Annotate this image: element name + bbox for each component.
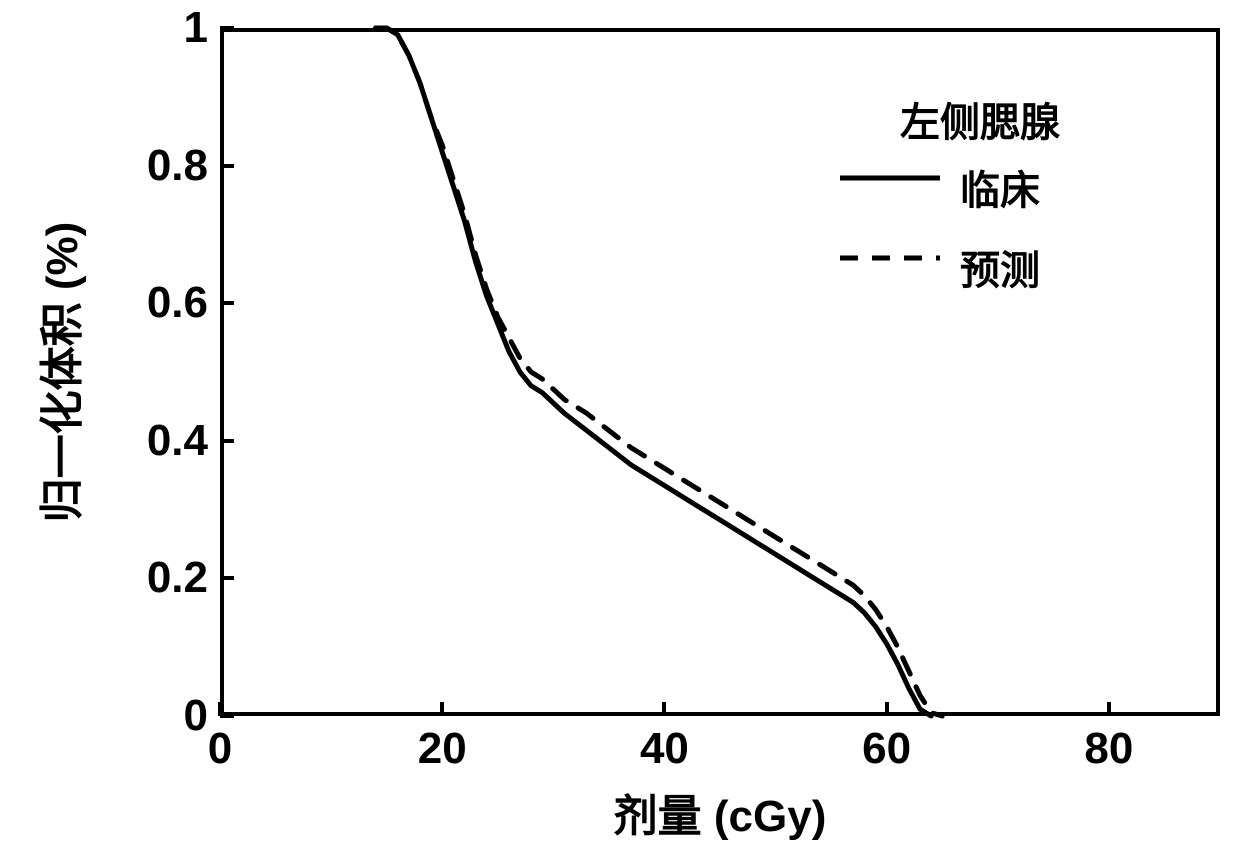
y-tick-label: 0.4 xyxy=(147,416,208,466)
y-tick-label: 0 xyxy=(184,691,208,741)
x-tick xyxy=(1107,702,1111,716)
y-tick xyxy=(220,439,234,443)
x-tick-label: 80 xyxy=(1084,724,1133,774)
clinical-curve xyxy=(376,28,932,716)
x-tick-label: 40 xyxy=(640,724,689,774)
y-tick-label: 0.6 xyxy=(147,278,208,328)
y-tick xyxy=(220,714,234,718)
x-tick xyxy=(662,702,666,716)
x-tick-label: 0 xyxy=(208,724,232,774)
x-tick xyxy=(440,702,444,716)
x-axis-label: 剂量 (cGy) xyxy=(614,780,827,844)
y-tick-label: 0.2 xyxy=(147,553,208,603)
legend-label-predicted: 预测 xyxy=(960,238,1040,296)
legend-title: 左侧腮腺 xyxy=(900,90,1060,148)
y-tick xyxy=(220,301,234,305)
y-tick xyxy=(220,26,234,30)
x-tick-label: 60 xyxy=(862,724,911,774)
y-tick-label: 0.8 xyxy=(147,141,208,191)
legend-label-clinical: 临床 xyxy=(960,158,1040,216)
y-axis-label: 归一化体积 (%) xyxy=(26,222,90,523)
x-tick xyxy=(885,702,889,716)
y-tick xyxy=(220,164,234,168)
dvh-chart: 0 20 40 60 80 0 0.2 0.4 0.6 0.8 1 剂量 (cGy) 归一化体积 (%)… xyxy=(0,0,1240,856)
y-tick xyxy=(220,576,234,580)
x-tick-label: 20 xyxy=(418,724,467,774)
y-tick-label: 1 xyxy=(184,3,208,53)
predicted-curve xyxy=(376,28,943,716)
